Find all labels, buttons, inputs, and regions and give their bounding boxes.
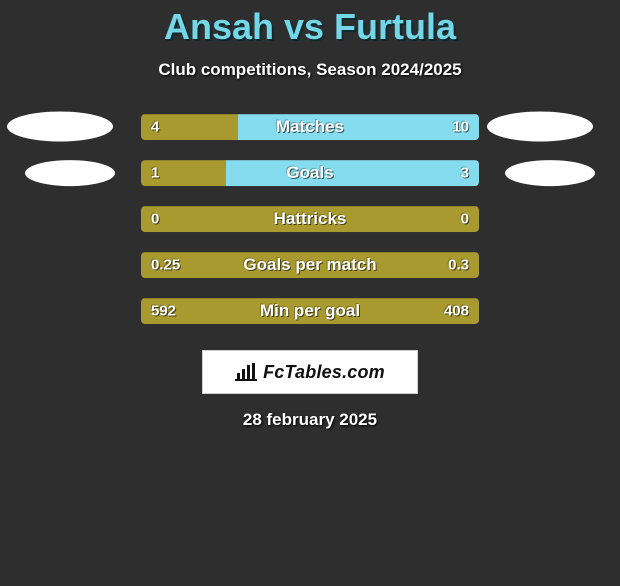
subtitle: Club competitions, Season 2024/2025 [0,60,620,80]
brand-text: FcTables.com [263,362,385,383]
stat-row: 1 3 Goals [0,154,620,200]
value-right: 0.3 [448,257,469,274]
date-text: 28 february 2025 [0,410,620,430]
value-left: 592 [151,303,176,320]
stat-label: Goals [286,163,333,183]
bar-wrap: 4 10 Matches [141,114,479,140]
bar-wrap: 592 408 Min per goal [141,298,479,324]
bar-wrap: 0.25 0.3 Goals per match [141,252,479,278]
stat-label: Matches [276,117,344,137]
player-placeholder-right [487,112,593,142]
stat-row: 4 10 Matches [0,108,620,154]
stat-row: 592 408 Min per goal [0,292,620,338]
player-placeholder-left [7,112,113,142]
value-left: 0.25 [151,257,180,274]
player-placeholder-left [25,160,115,186]
bar-wrap: 1 3 Goals [141,160,479,186]
comparison-chart: 4 10 Matches 1 3 Goals 0 0 Hattricks 0.25 0.3 Goals… [0,108,620,338]
bar-wrap: 0 0 Hattricks [141,206,479,232]
value-left: 1 [151,165,159,182]
stat-label: Goals per match [243,255,376,275]
value-right: 0 [461,211,469,228]
bar-right [238,114,479,140]
page-title: Ansah vs Furtula [0,6,620,48]
bars-icon [235,363,257,381]
value-left: 0 [151,211,159,228]
bar-right [226,160,480,186]
value-right: 10 [452,119,469,136]
player-placeholder-right [505,160,595,186]
value-left: 4 [151,119,159,136]
stat-row: 0.25 0.3 Goals per match [0,246,620,292]
value-right: 408 [444,303,469,320]
stat-label: Min per goal [260,301,360,321]
value-right: 3 [461,165,469,182]
stat-label: Hattricks [274,209,347,229]
brand-box: FcTables.com [202,350,418,394]
stat-row: 0 0 Hattricks [0,200,620,246]
